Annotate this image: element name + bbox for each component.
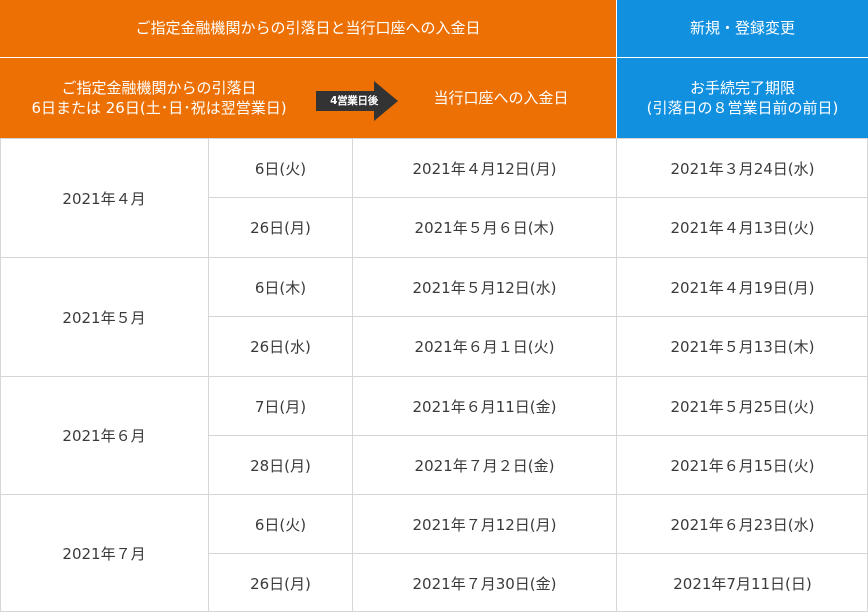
header-withdrawal-line1: ご指定金融機関からの引落日 <box>61 78 257 97</box>
withdrawal-date-cell: 26日(月) <box>209 554 352 612</box>
deadline-date-cell: 2021年３月24日(水) <box>617 139 868 197</box>
deadline-date-cell: 2021年４月19日(月) <box>617 258 868 316</box>
withdrawal-date-cell: 7日(月) <box>209 377 352 435</box>
header-registration-title-text: 新規・登録変更 <box>689 19 795 38</box>
header-deadline-line2: (引落日の８営業日前の前日) <box>646 99 839 117</box>
grid-line <box>0 138 868 139</box>
deposit-date-cell: 2021年５月12日(水) <box>353 258 616 316</box>
grid-line <box>0 138 1 612</box>
grid-line <box>208 553 868 554</box>
withdrawal-date-cell: 6日(火) <box>209 495 352 553</box>
grid-line <box>208 138 209 612</box>
header-schedule-title-text: ご指定金融機関からの引落日と当行口座への入金日 <box>135 19 481 38</box>
month-label: 2021年７月 <box>62 545 146 563</box>
month-cell: 2021年４月 <box>0 139 208 257</box>
deadline-date-cell: 2021年５月25日(火) <box>617 377 868 435</box>
deposit-date-cell: 2021年７月12日(月) <box>353 495 616 553</box>
withdrawal-date: 26日(月) <box>250 219 311 237</box>
header-withdrawal-date: ご指定金融機関からの引落日 6日または 26日(土･日･祝は翌営業日) <box>0 58 328 138</box>
month-cell: 2021年７月 <box>0 495 208 612</box>
withdrawal-date: 6日(火) <box>254 159 307 178</box>
header-deposit-text: 当行口座への入金日 <box>433 88 569 107</box>
deadline-date-cell: 2021年４月13日(火) <box>617 198 868 257</box>
deposit-date-cell: 2021年４月12日(月) <box>353 139 616 197</box>
withdrawal-date-cell: 28日(月) <box>209 436 352 494</box>
withdrawal-date-cell: 6日(木) <box>209 258 352 316</box>
deposit-date: 2021年６月11日(金) <box>412 397 557 416</box>
deposit-date-cell: 2021年５月６日(木) <box>353 198 616 257</box>
header-withdrawal-line2: 6日または 26日(土･日･祝は翌営業日) <box>31 99 287 117</box>
deadline-date: 2021年６月23日(水) <box>670 515 815 534</box>
header-registration-title: 新規・登録変更 <box>616 0 868 58</box>
deadline-date-cell: 2021年６月23日(水) <box>617 495 868 553</box>
deposit-date: 2021年６月１日(火) <box>414 338 555 356</box>
deadline-date: 2021年４月19日(月) <box>670 278 815 297</box>
withdrawal-date-cell: 26日(月) <box>209 198 352 257</box>
deadline-date: 2021年7月11日(日) <box>673 574 812 593</box>
deposit-date: 2021年４月12日(月) <box>412 159 557 178</box>
deposit-date: 2021年７月12日(月) <box>412 515 557 534</box>
deadline-date-cell: 2021年7月11日(日) <box>617 554 868 612</box>
deposit-date-cell: 2021年７月２日(金) <box>353 436 616 494</box>
grid-line <box>0 257 868 258</box>
deposit-date-cell: 2021年７月30日(金) <box>353 554 616 612</box>
month-label: 2021年５月 <box>62 308 146 327</box>
deadline-date-cell: 2021年５月13日(木) <box>617 317 868 376</box>
deposit-date: 2021年５月６日(木) <box>414 219 555 237</box>
month-label: 2021年４月 <box>62 189 146 208</box>
deadline-date-cell: 2021年６月15日(火) <box>617 436 868 494</box>
withdrawal-date: 26日(月) <box>250 574 311 593</box>
header-deadline-line1: お手続完了期限 <box>689 78 795 97</box>
arrow-label: 4営業日後 <box>330 95 378 107</box>
withdrawal-date-cell: 6日(火) <box>209 139 352 197</box>
withdrawal-date: 28日(月) <box>250 456 311 475</box>
grid-line <box>208 197 868 198</box>
withdrawal-date: 6日(火) <box>254 515 307 534</box>
month-label: 2021年６月 <box>62 427 146 445</box>
deadline-date: 2021年４月13日(火) <box>670 219 815 237</box>
header-schedule-title: ご指定金融機関からの引落日と当行口座への入金日 <box>0 0 616 58</box>
withdrawal-date-cell: 26日(水) <box>209 317 352 376</box>
grid-line <box>208 435 868 436</box>
deposit-date-cell: 2021年６月１日(火) <box>353 317 616 376</box>
arrow-icon: 4営業日後 <box>316 81 398 121</box>
grid-line <box>208 316 868 317</box>
deadline-date: 2021年６月15日(火) <box>670 456 815 475</box>
deposit-date: 2021年７月２日(金) <box>414 456 555 475</box>
withdrawal-date: 6日(木) <box>254 278 307 297</box>
deposit-date: 2021年７月30日(金) <box>412 574 557 593</box>
header-deadline: お手続完了期限 (引落日の８営業日前の前日) <box>616 58 868 138</box>
grid-line <box>616 138 617 612</box>
withdrawal-date: 26日(水) <box>250 338 311 356</box>
grid-line <box>0 494 868 495</box>
grid-line <box>0 376 868 377</box>
month-cell: 2021年５月 <box>0 258 208 376</box>
deadline-date: 2021年５月25日(火) <box>670 397 815 416</box>
withdrawal-date: 7日(月) <box>254 397 307 416</box>
deposit-date-cell: 2021年６月11日(金) <box>353 377 616 435</box>
deadline-date: 2021年３月24日(水) <box>670 159 815 178</box>
deposit-date: 2021年５月12日(水) <box>412 278 557 297</box>
month-cell: 2021年６月 <box>0 377 208 494</box>
deadline-date: 2021年５月13日(木) <box>670 338 815 356</box>
grid-line <box>352 138 353 612</box>
